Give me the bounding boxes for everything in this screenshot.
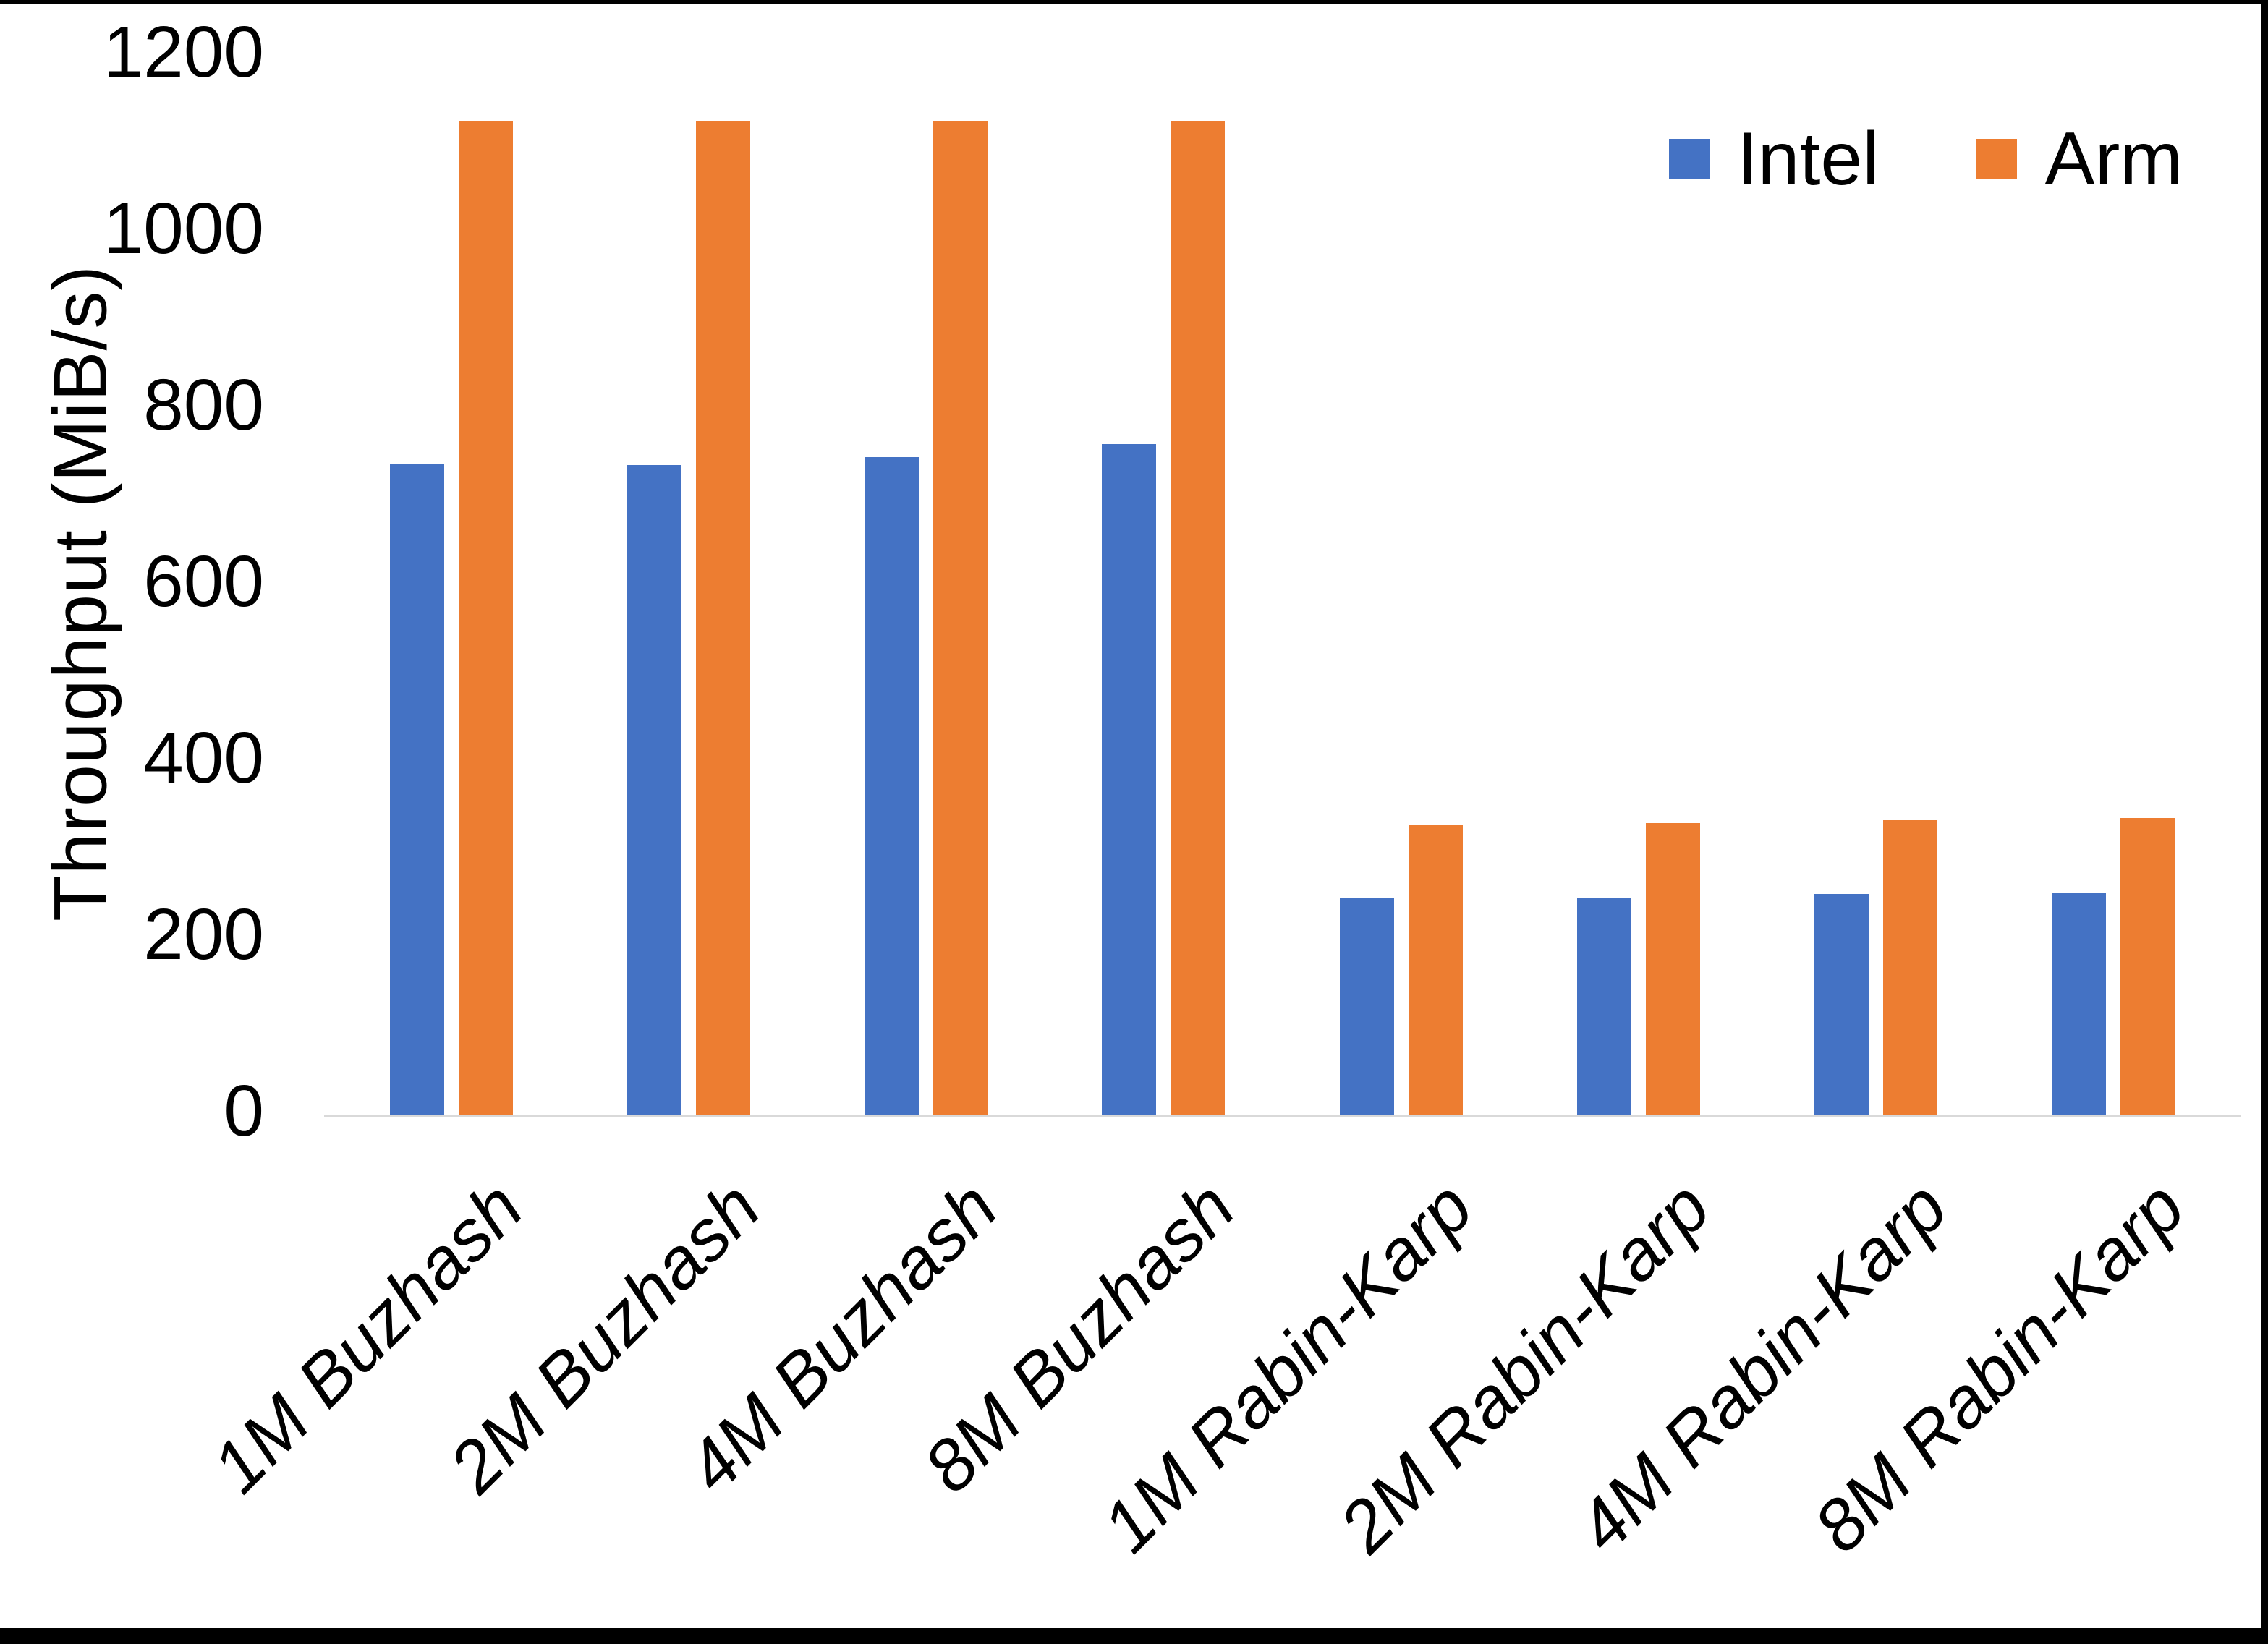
bar-intel-1m-buzhash xyxy=(390,464,444,1115)
image-border-top xyxy=(0,0,2268,4)
legend-label-intel: Intel xyxy=(1736,117,1880,201)
bar-arm-8m-buzhash xyxy=(1171,121,1225,1115)
x-axis-line xyxy=(324,1115,2241,1117)
y-axis-title: Throughput (MiB/s) xyxy=(38,264,123,922)
bar-arm-8m-rabin-karp xyxy=(2120,818,2175,1115)
legend: Intel Arm xyxy=(1668,117,2183,201)
y-tick-label-200: 200 xyxy=(143,893,264,975)
bar-intel-8m-rabin-karp xyxy=(2052,893,2106,1115)
y-tick-label-1000: 1000 xyxy=(103,187,264,269)
bar-arm-1m-rabin-karp xyxy=(1409,825,1463,1115)
bar-intel-1m-rabin-karp xyxy=(1340,898,1394,1115)
bar-arm-2m-rabin-karp xyxy=(1646,823,1700,1115)
y-tick-label-0: 0 xyxy=(224,1070,264,1151)
bar-arm-4m-buzhash xyxy=(933,121,988,1115)
legend-item-intel: Intel xyxy=(1668,117,1880,201)
legend-item-arm: Arm xyxy=(1976,122,2183,197)
image-border-bottom xyxy=(0,1628,2268,1644)
plot-area xyxy=(333,56,2232,1115)
y-tick-label-400: 400 xyxy=(143,717,264,798)
bar-intel-8m-buzhash xyxy=(1102,444,1156,1115)
y-tick-label-600: 600 xyxy=(143,540,264,622)
legend-label-arm: Arm xyxy=(2044,117,2183,201)
image-border-right xyxy=(2261,0,2268,1644)
bar-intel-2m-buzhash xyxy=(627,465,681,1115)
y-tick-label-1200: 1200 xyxy=(103,11,264,93)
bar-intel-4m-buzhash xyxy=(865,457,919,1115)
bar-arm-2m-buzhash xyxy=(696,121,750,1115)
bar-arm-1m-buzhash xyxy=(459,121,513,1115)
bar-arm-4m-rabin-karp xyxy=(1883,820,1937,1115)
bar-intel-2m-rabin-karp xyxy=(1577,898,1631,1115)
bar-intel-4m-rabin-karp xyxy=(1814,894,1869,1115)
legend-swatch-arm xyxy=(1976,139,2018,179)
y-tick-label-800: 800 xyxy=(143,364,264,446)
legend-swatch-intel xyxy=(1668,139,1710,179)
